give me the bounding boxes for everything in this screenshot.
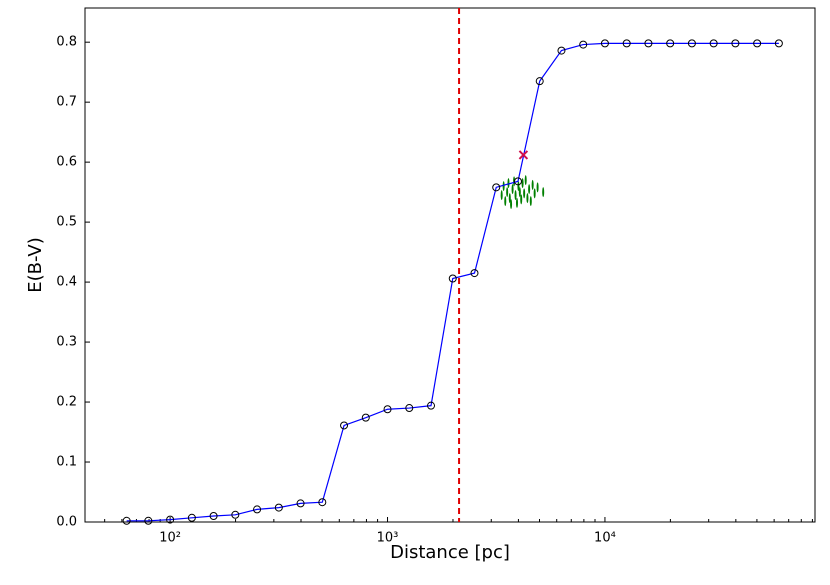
y-tick-label: 0.8 xyxy=(56,35,77,50)
data-point xyxy=(209,512,218,521)
y-tick-label: 0.0 xyxy=(56,515,77,530)
data-point xyxy=(296,499,305,508)
data-point xyxy=(318,498,327,507)
scatter-point xyxy=(514,190,517,201)
data-point xyxy=(166,515,175,524)
y-tick-label: 0.6 xyxy=(56,155,77,170)
data-point xyxy=(666,39,675,48)
y-tick-label: 0.7 xyxy=(56,95,77,110)
data-point xyxy=(253,505,262,514)
data-point xyxy=(274,503,283,512)
scatter-point xyxy=(500,190,503,201)
data-point xyxy=(383,405,392,414)
scatter-point xyxy=(526,193,529,204)
x-tick-label: 10³ xyxy=(377,531,399,546)
scatter-point xyxy=(502,181,505,192)
data-point xyxy=(600,39,609,48)
data-line xyxy=(126,42,779,522)
x-tick-label: 10² xyxy=(159,531,181,546)
data-point xyxy=(448,274,457,283)
data-point xyxy=(144,516,153,525)
y-axis-label: E(B-V) xyxy=(25,237,46,293)
scatter-point xyxy=(536,182,539,193)
data-point xyxy=(622,39,631,48)
data-point xyxy=(687,39,696,48)
data-point xyxy=(405,404,414,413)
scatter-point xyxy=(510,199,513,210)
scatter-point xyxy=(507,178,510,189)
data-point xyxy=(340,421,349,430)
data-point xyxy=(122,516,131,525)
scatter-point xyxy=(524,175,527,186)
scatter-point xyxy=(531,179,534,190)
y-tick-label: 0.2 xyxy=(56,395,77,410)
data-point xyxy=(470,269,479,278)
y-tick-label: 0.3 xyxy=(56,335,77,350)
data-point xyxy=(753,39,762,48)
scatter-point xyxy=(517,181,520,192)
data-point xyxy=(513,177,522,186)
data-point xyxy=(731,39,740,48)
scatter-point xyxy=(520,194,523,205)
plot-frame xyxy=(84,7,816,523)
data-point xyxy=(427,401,436,410)
scatter-point xyxy=(533,188,536,199)
y-tick-label: 0.4 xyxy=(56,275,77,290)
scatter-point xyxy=(518,187,521,198)
data-point xyxy=(231,510,240,519)
scatter-point xyxy=(523,188,526,199)
scatter-point xyxy=(542,187,545,198)
data-point xyxy=(579,40,588,49)
data-point xyxy=(644,39,653,48)
data-point xyxy=(492,183,501,192)
cross-marker xyxy=(518,150,529,160)
scatter-point xyxy=(521,178,524,189)
x-axis-label: Distance [pc] xyxy=(390,542,510,563)
data-point xyxy=(709,39,718,48)
scatter-point xyxy=(515,197,518,208)
y-tick-label: 0.5 xyxy=(56,215,77,230)
data-point xyxy=(774,39,783,48)
data-point xyxy=(535,77,544,86)
scatter-point xyxy=(529,196,532,207)
data-point xyxy=(557,46,566,55)
scatter-point xyxy=(508,193,511,204)
x-tick-label: 10⁴ xyxy=(594,531,616,546)
scatter-point xyxy=(506,187,509,198)
data-point xyxy=(361,413,370,422)
y-tick-label: 0.1 xyxy=(56,455,77,470)
data-point xyxy=(187,513,196,522)
scatter-point xyxy=(504,196,507,207)
scatter-point xyxy=(511,184,514,195)
scatter-point xyxy=(528,184,531,195)
